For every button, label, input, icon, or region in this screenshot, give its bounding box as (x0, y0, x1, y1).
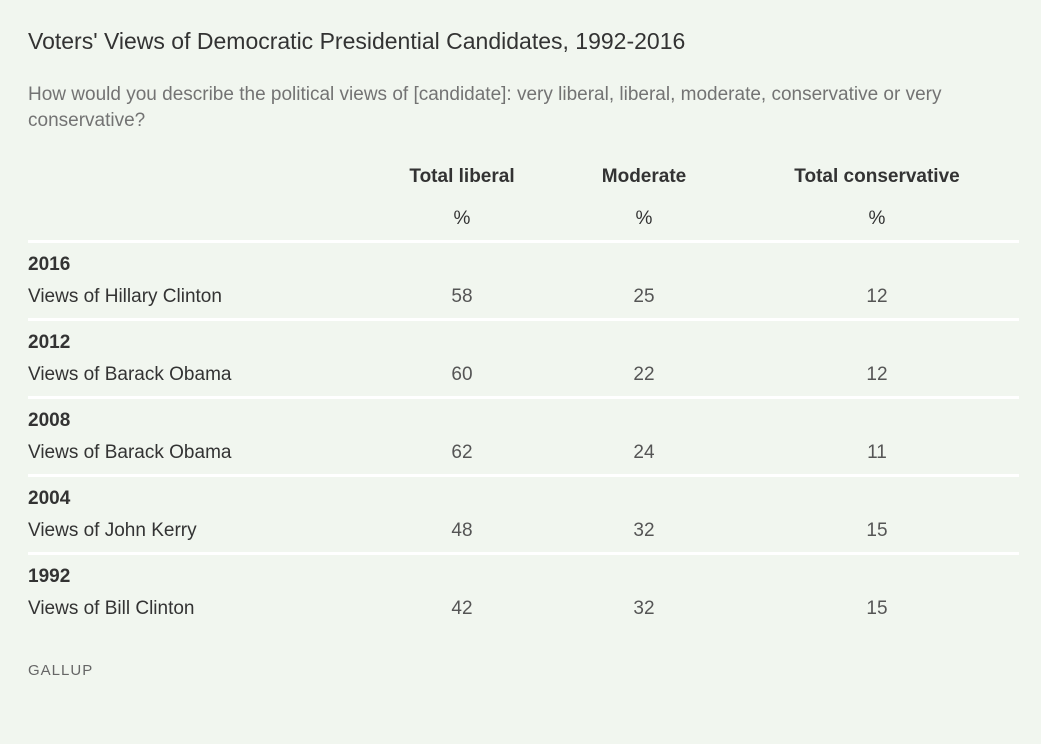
cell-total-conservative: 15 (866, 598, 888, 619)
column-header-moderate: Moderate (601, 166, 687, 187)
row-divider (28, 396, 1019, 399)
column-unit-total-conservative: % (868, 208, 886, 229)
cell-moderate: 24 (633, 442, 655, 463)
question-subtitle: How would you describe the political vie… (28, 84, 942, 131)
row-year: 2016 (28, 254, 71, 275)
row-year: 2008 (28, 410, 71, 431)
column-unit-total-liberal: % (453, 208, 471, 229)
cell-total-liberal: 60 (451, 364, 473, 385)
cell-moderate: 25 (633, 286, 655, 307)
cell-total-conservative: 12 (866, 364, 888, 385)
cell-total-conservative: 15 (866, 520, 888, 541)
cell-total-liberal: 58 (451, 286, 473, 307)
cell-moderate: 32 (633, 598, 655, 619)
cell-moderate: 32 (633, 520, 655, 541)
source-label: GALLUP (28, 662, 94, 679)
cell-total-liberal: 42 (451, 598, 473, 619)
cell-total-conservative: 12 (866, 286, 888, 307)
row-label: Views of Bill Clinton (28, 598, 195, 619)
column-header-total-conservative: Total conservative (794, 166, 960, 187)
row-label: Views of Barack Obama (28, 364, 232, 385)
cell-moderate: 22 (633, 364, 655, 385)
row-divider (28, 552, 1019, 555)
column-unit-moderate: % (635, 208, 653, 229)
row-year: 1992 (28, 566, 71, 587)
cell-total-liberal: 62 (451, 442, 473, 463)
cell-total-liberal: 48 (451, 520, 473, 541)
row-label: Views of Hillary Clinton (28, 286, 222, 307)
row-label: Views of John Kerry (28, 520, 197, 541)
cell-total-conservative: 11 (867, 442, 887, 463)
column-header-total-liberal: Total liberal (409, 166, 515, 187)
row-label: Views of Barack Obama (28, 442, 232, 463)
row-year: 2012 (28, 332, 71, 353)
page-title: Voters' Views of Democratic Presidential… (28, 28, 686, 54)
header-divider (28, 240, 1019, 243)
row-divider (28, 474, 1019, 477)
row-divider (28, 318, 1019, 321)
row-year: 2004 (28, 488, 71, 509)
